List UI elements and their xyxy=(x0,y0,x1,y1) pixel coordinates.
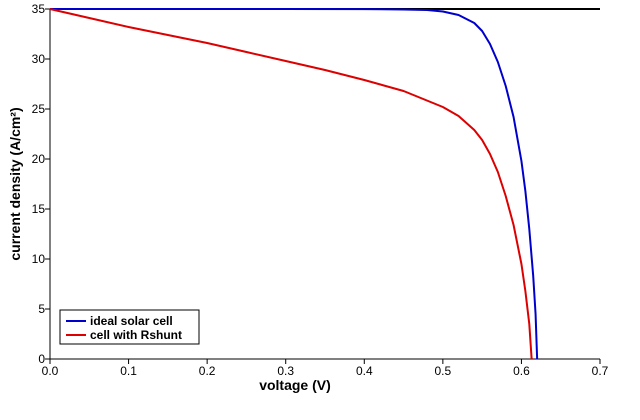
y-tick-label: 10 xyxy=(32,252,46,266)
legend: ideal solar cell cell with Rshunt xyxy=(59,309,200,345)
y-tick-label: 30 xyxy=(32,52,46,66)
x-tick-label: 0.1 xyxy=(120,364,137,378)
y-axis-ticks: 0 5 10 15 20 25 30 35 xyxy=(32,2,50,366)
y-axis-title: current density (A/cm²) xyxy=(7,107,23,260)
series-line-ideal xyxy=(50,8,539,360)
plot-frame xyxy=(49,8,600,360)
x-tick-label: 0.0 xyxy=(42,364,59,378)
y-tick-label: 5 xyxy=(38,302,45,316)
x-tick-label: 0.2 xyxy=(199,364,216,378)
y-tick-label: 25 xyxy=(32,102,46,116)
legend-label-ideal: ideal solar cell xyxy=(90,314,173,328)
x-tick-label: 0.3 xyxy=(277,364,294,378)
series-line-rshunt xyxy=(49,8,533,360)
x-axis-ticks: 0.0 0.1 0.2 0.3 0.4 0.5 0.6 0.7 xyxy=(42,359,609,378)
x-tick-label: 0.7 xyxy=(592,364,609,378)
y-tick-label: 0 xyxy=(38,352,45,366)
series-lines xyxy=(49,8,539,360)
x-tick-label: 0.6 xyxy=(513,364,530,378)
x-axis-title: voltage (V) xyxy=(259,377,331,393)
x-tick-label: 0.4 xyxy=(356,364,373,378)
y-tick-label: 15 xyxy=(32,202,46,216)
legend-label-rshunt: cell with Rshunt xyxy=(90,328,182,342)
legend-box xyxy=(59,309,200,345)
y-tick-label: 35 xyxy=(32,2,46,16)
y-tick-label: 20 xyxy=(32,152,46,166)
x-tick-label: 0.5 xyxy=(435,364,452,378)
